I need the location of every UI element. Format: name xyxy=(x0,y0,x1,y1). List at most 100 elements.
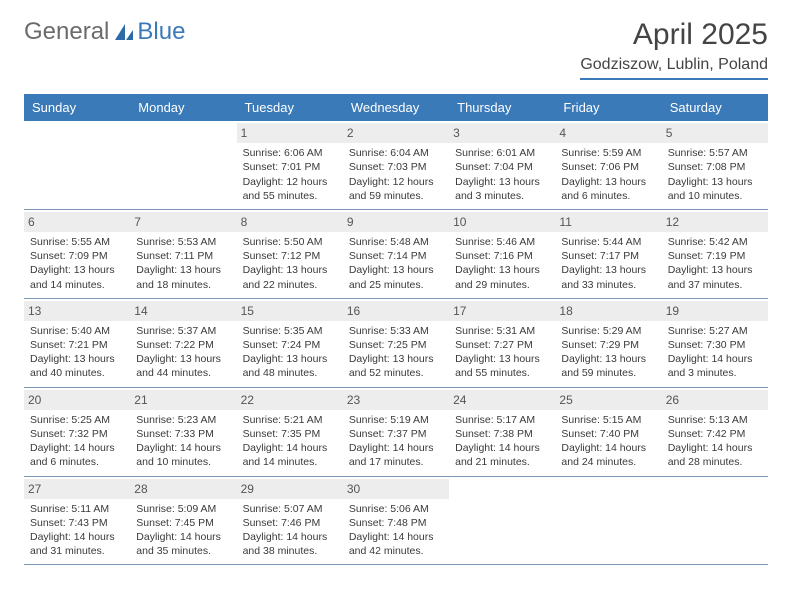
day-number: 14 xyxy=(130,301,236,321)
day-number: 11 xyxy=(555,212,661,232)
dayname: Saturday xyxy=(662,94,768,121)
day-details: Sunrise: 5:23 AMSunset: 7:33 PMDaylight:… xyxy=(136,413,230,470)
dayname: Tuesday xyxy=(237,94,343,121)
day-cell: 10Sunrise: 5:46 AMSunset: 7:16 PMDayligh… xyxy=(449,210,555,298)
empty-cell xyxy=(24,121,130,209)
day-details: Sunrise: 5:48 AMSunset: 7:14 PMDaylight:… xyxy=(349,235,443,292)
day-details: Sunrise: 5:57 AMSunset: 7:08 PMDaylight:… xyxy=(668,146,762,203)
empty-cell xyxy=(662,477,768,565)
day-cell: 20 Sunrise: 5:25 AMSunset: 7:32 PMDayligh… xyxy=(24,388,130,476)
dayname: Wednesday xyxy=(343,94,449,121)
day-details: Sunrise: 5:19 AMSunset: 7:37 PMDaylight:… xyxy=(349,413,443,470)
day-cell: 14 Sunrise: 5:37 AMSunset: 7:22 PMDayligh… xyxy=(130,299,236,387)
day-details: Sunrise: 6:06 AMSunset: 7:01 PMDaylight:… xyxy=(243,146,337,203)
day-cell: 15 Sunrise: 5:35 AMSunset: 7:24 PMDayligh… xyxy=(237,299,343,387)
day-cell: 19 Sunrise: 5:27 AMSunset: 7:30 PMDayligh… xyxy=(662,299,768,387)
day-cell: 27 Sunrise: 5:11 AMSunset: 7:43 PMDayligh… xyxy=(24,477,130,565)
day-cell: 8Sunrise: 5:50 AMSunset: 7:12 PMDaylight… xyxy=(237,210,343,298)
day-details: Sunrise: 5:27 AMSunset: 7:30 PMDaylight:… xyxy=(668,324,762,381)
day-details: Sunrise: 5:42 AMSunset: 7:19 PMDaylight:… xyxy=(668,235,762,292)
day-details: Sunrise: 5:33 AMSunset: 7:25 PMDaylight:… xyxy=(349,324,443,381)
empty-cell xyxy=(130,121,236,209)
week-row: 6 Sunrise: 5:55 AMSunset: 7:09 PMDaylight… xyxy=(24,210,768,299)
day-details: Sunrise: 5:40 AMSunset: 7:21 PMDaylight:… xyxy=(30,324,124,381)
day-cell: 2Sunrise: 6:04 AMSunset: 7:03 PMDaylight… xyxy=(343,121,449,209)
day-number: 5 xyxy=(662,123,768,143)
day-details: Sunrise: 5:11 AMSunset: 7:43 PMDaylight:… xyxy=(30,502,124,559)
day-number: 24 xyxy=(449,390,555,410)
header: General Blue April 2025 Godziszow, Lubli… xyxy=(24,18,768,80)
day-number: 27 xyxy=(24,479,130,499)
day-number: 9 xyxy=(343,212,449,232)
day-details: Sunrise: 5:59 AMSunset: 7:06 PMDaylight:… xyxy=(561,146,655,203)
day-number: 17 xyxy=(449,301,555,321)
day-number: 21 xyxy=(130,390,236,410)
brand-text-1: General xyxy=(24,18,109,46)
day-number: 20 xyxy=(24,390,130,410)
day-details: Sunrise: 5:13 AMSunset: 7:42 PMDaylight:… xyxy=(668,413,762,470)
day-details: Sunrise: 5:21 AMSunset: 7:35 PMDaylight:… xyxy=(243,413,337,470)
weeks-container: 1 Sunrise: 6:06 AMSunset: 7:01 PMDaylight… xyxy=(24,121,768,565)
day-number: 18 xyxy=(555,301,661,321)
sail-icon xyxy=(113,22,135,42)
day-details: Sunrise: 5:06 AMSunset: 7:48 PMDaylight:… xyxy=(349,502,443,559)
day-number: 10 xyxy=(449,212,555,232)
day-cell: 23 Sunrise: 5:19 AMSunset: 7:37 PMDayligh… xyxy=(343,388,449,476)
day-cell: 21 Sunrise: 5:23 AMSunset: 7:33 PMDayligh… xyxy=(130,388,236,476)
week-row: 1 Sunrise: 6:06 AMSunset: 7:01 PMDaylight… xyxy=(24,121,768,210)
dayname: Thursday xyxy=(449,94,555,121)
day-cell: 30 Sunrise: 5:06 AMSunset: 7:48 PMDayligh… xyxy=(343,477,449,565)
day-details: Sunrise: 6:01 AMSunset: 7:04 PMDaylight:… xyxy=(455,146,549,203)
day-number: 6 xyxy=(24,212,130,232)
day-cell: 13 Sunrise: 5:40 AMSunset: 7:21 PMDayligh… xyxy=(24,299,130,387)
calendar-page: General Blue April 2025 Godziszow, Lubli… xyxy=(0,0,792,583)
day-number: 19 xyxy=(662,301,768,321)
location-text: Godziszow, Lublin, Poland xyxy=(580,56,768,80)
day-number: 2 xyxy=(343,123,449,143)
day-details: Sunrise: 5:17 AMSunset: 7:38 PMDaylight:… xyxy=(455,413,549,470)
day-details: Sunrise: 5:53 AMSunset: 7:11 PMDaylight:… xyxy=(136,235,230,292)
day-cell: 6 Sunrise: 5:55 AMSunset: 7:09 PMDaylight… xyxy=(24,210,130,298)
week-row: 27 Sunrise: 5:11 AMSunset: 7:43 PMDayligh… xyxy=(24,477,768,566)
day-number: 28 xyxy=(130,479,236,499)
day-cell: 18Sunrise: 5:29 AMSunset: 7:29 PMDayligh… xyxy=(555,299,661,387)
day-cell: 25 Sunrise: 5:15 AMSunset: 7:40 PMDayligh… xyxy=(555,388,661,476)
day-cell: 22Sunrise: 5:21 AMSunset: 7:35 PMDayligh… xyxy=(237,388,343,476)
day-cell: 26 Sunrise: 5:13 AMSunset: 7:42 PMDayligh… xyxy=(662,388,768,476)
month-title: April 2025 xyxy=(580,18,768,52)
calendar: SundayMondayTuesdayWednesdayThursdayFrid… xyxy=(24,94,768,565)
day-cell: 7Sunrise: 5:53 AMSunset: 7:11 PMDaylight… xyxy=(130,210,236,298)
week-row: 13 Sunrise: 5:40 AMSunset: 7:21 PMDayligh… xyxy=(24,299,768,388)
day-number: 23 xyxy=(343,390,449,410)
day-number: 15 xyxy=(237,301,343,321)
day-cell: 3 Sunrise: 6:01 AMSunset: 7:04 PMDaylight… xyxy=(449,121,555,209)
dayname-row: SundayMondayTuesdayWednesdayThursdayFrid… xyxy=(24,94,768,121)
day-number: 1 xyxy=(237,123,343,143)
day-number: 25 xyxy=(555,390,661,410)
brand-logo: General Blue xyxy=(24,18,185,46)
day-details: Sunrise: 5:35 AMSunset: 7:24 PMDaylight:… xyxy=(243,324,337,381)
day-number: 3 xyxy=(449,123,555,143)
empty-cell xyxy=(555,477,661,565)
day-details: Sunrise: 5:31 AMSunset: 7:27 PMDaylight:… xyxy=(455,324,549,381)
day-cell: 1 Sunrise: 6:06 AMSunset: 7:01 PMDaylight… xyxy=(237,121,343,209)
day-number: 4 xyxy=(555,123,661,143)
day-details: Sunrise: 5:25 AMSunset: 7:32 PMDaylight:… xyxy=(30,413,124,470)
day-details: Sunrise: 5:37 AMSunset: 7:22 PMDaylight:… xyxy=(136,324,230,381)
dayname: Sunday xyxy=(24,94,130,121)
day-number: 16 xyxy=(343,301,449,321)
day-number: 26 xyxy=(662,390,768,410)
day-cell: 28Sunrise: 5:09 AMSunset: 7:45 PMDayligh… xyxy=(130,477,236,565)
day-details: Sunrise: 5:55 AMSunset: 7:09 PMDaylight:… xyxy=(30,235,124,292)
brand-text-2: Blue xyxy=(137,18,185,46)
day-cell: 29Sunrise: 5:07 AMSunset: 7:46 PMDayligh… xyxy=(237,477,343,565)
empty-cell xyxy=(449,477,555,565)
day-details: Sunrise: 5:15 AMSunset: 7:40 PMDaylight:… xyxy=(561,413,655,470)
day-cell: 12 Sunrise: 5:42 AMSunset: 7:19 PMDayligh… xyxy=(662,210,768,298)
day-cell: 5 Sunrise: 5:57 AMSunset: 7:08 PMDaylight… xyxy=(662,121,768,209)
day-number: 13 xyxy=(24,301,130,321)
day-number: 30 xyxy=(343,479,449,499)
day-cell: 9 Sunrise: 5:48 AMSunset: 7:14 PMDaylight… xyxy=(343,210,449,298)
day-number: 12 xyxy=(662,212,768,232)
day-number: 8 xyxy=(237,212,343,232)
